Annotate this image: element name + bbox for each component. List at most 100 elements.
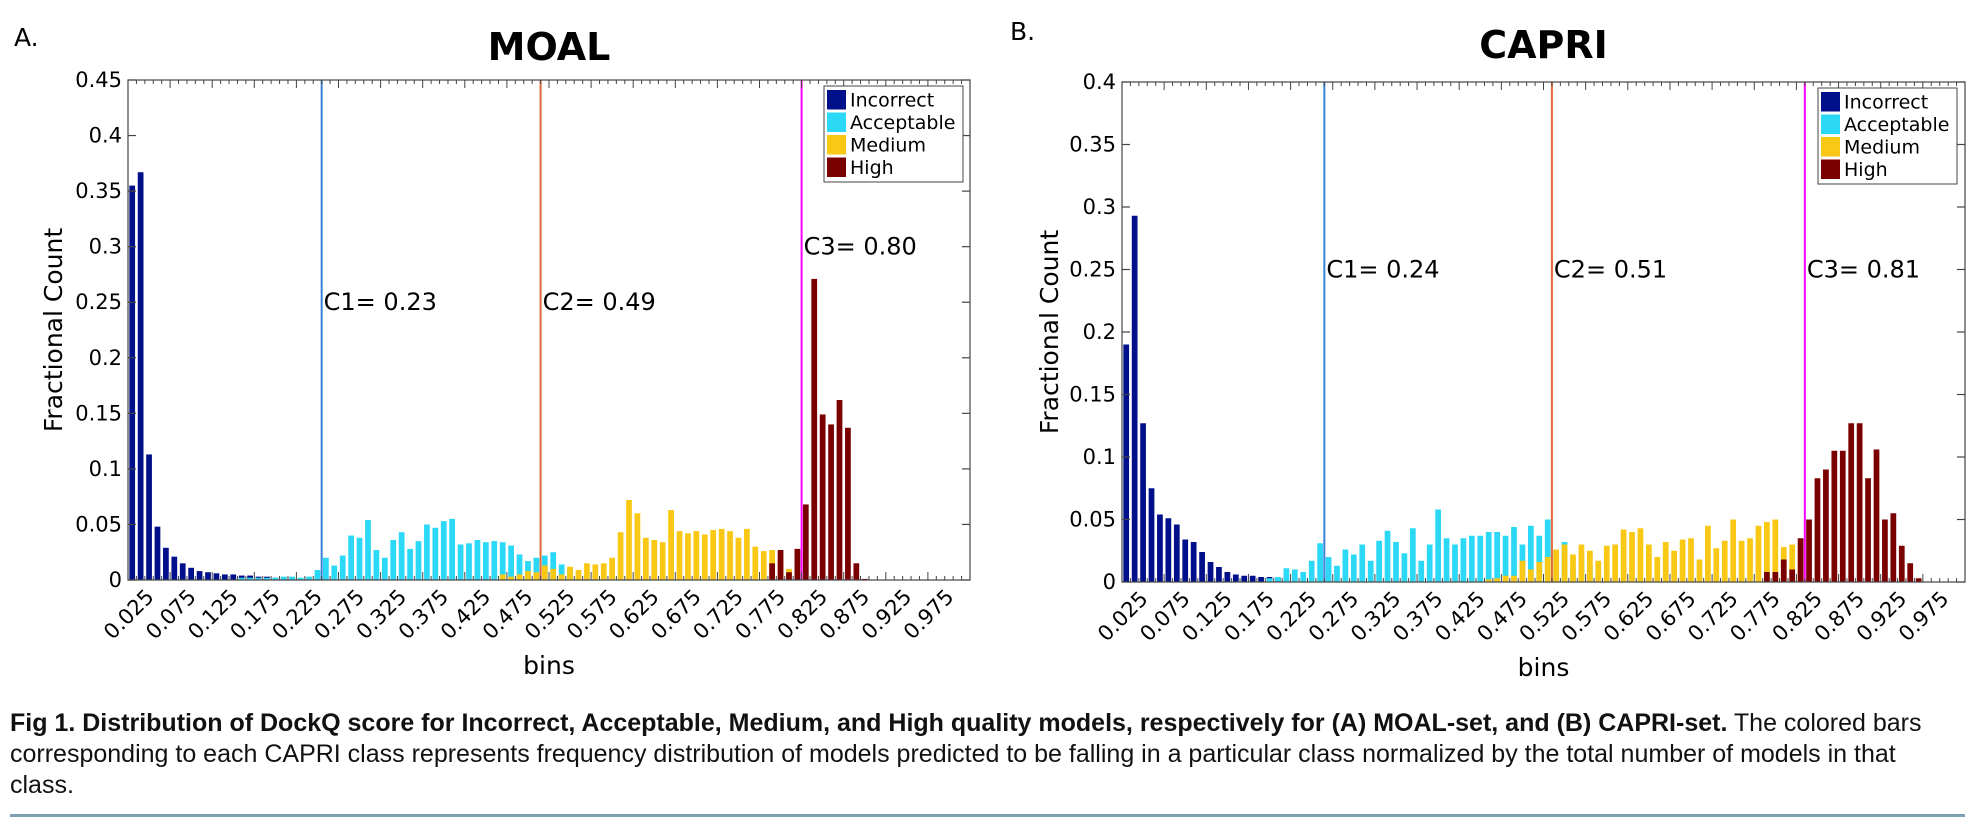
legend-box — [823, 85, 964, 183]
bar-acceptable — [297, 577, 304, 580]
legend-label-high: High — [1844, 159, 1888, 181]
bar-high — [1831, 450, 1838, 582]
y-tick-label: 0.35 — [1069, 133, 1116, 157]
bar-medium — [634, 513, 641, 580]
bar-incorrect — [1241, 575, 1248, 582]
bar-acceptable — [306, 576, 312, 580]
bar-medium — [668, 510, 674, 580]
bar-medium — [1629, 532, 1635, 582]
bar-medium — [1612, 544, 1619, 582]
bar-medium — [592, 564, 599, 580]
bar-acceptable — [407, 548, 413, 580]
bar-incorrect — [179, 563, 186, 580]
bar-acceptable — [323, 557, 329, 580]
bar-incorrect — [221, 574, 228, 580]
bar-medium — [1747, 538, 1753, 582]
threshold-label-c2: C2= 0.49 — [543, 288, 656, 316]
bar-medium — [626, 500, 632, 580]
figure-canvas: A. MOAL C1= 0.23 C2= 0.49 C3= 0.80 0 0.05 0.1 0.… — [14, 17, 1966, 682]
y-tick-label: 0.05 — [75, 512, 122, 536]
bar-high — [1839, 450, 1846, 582]
bar-incorrect — [1140, 423, 1146, 582]
bar-acceptable — [247, 577, 253, 580]
y-tick-label: 0.4 — [89, 124, 122, 148]
bar-medium — [1603, 545, 1610, 582]
bar-acceptable — [398, 532, 405, 580]
bar-acceptable — [449, 518, 456, 580]
bar-acceptable — [331, 565, 338, 580]
bar-medium — [1502, 575, 1509, 582]
bar-acceptable — [533, 557, 540, 580]
bar-medium — [1553, 549, 1560, 582]
bar-incorrect — [1173, 524, 1180, 582]
legend-box — [1817, 87, 1958, 185]
bar-incorrect — [1165, 518, 1172, 582]
bar-incorrect — [1157, 514, 1163, 582]
y-tick-label: 0.25 — [1069, 258, 1116, 282]
legend-label-acceptable: Acceptable — [850, 112, 955, 134]
chart-panel-a: A. MOAL C1= 0.23 C2= 0.49 C3= 0.80 0 0.05 0.1 0.… — [14, 23, 971, 680]
bar-medium — [1789, 544, 1796, 582]
y-tick-label: 0.45 — [75, 68, 122, 92]
bar-high — [1890, 513, 1897, 582]
bar-high — [1772, 572, 1779, 582]
bar-acceptable — [525, 561, 531, 580]
bar-acceptable — [550, 552, 557, 580]
legend-label-incorrect: Incorrect — [1844, 92, 1928, 114]
bar-acceptable — [1460, 538, 1467, 582]
bar-incorrect — [205, 572, 211, 580]
bar-acceptable — [264, 577, 270, 580]
bar-high — [1797, 538, 1804, 582]
bar-acceptable — [1300, 572, 1307, 582]
caption-text: The colored bars corresponding to each C… — [10, 709, 1922, 799]
bar-medium — [727, 531, 733, 580]
bar-incorrect — [1258, 577, 1264, 582]
legend-label-high: High — [850, 157, 894, 179]
bar-high — [1856, 423, 1863, 582]
bar-medium — [617, 532, 624, 580]
bar-medium — [1755, 525, 1762, 582]
bar-high — [811, 278, 818, 580]
bar-acceptable — [1511, 527, 1517, 582]
bar-acceptable — [365, 520, 371, 580]
bar-acceptable — [1283, 568, 1290, 582]
bar-incorrect — [230, 574, 237, 580]
bar-incorrect — [1131, 215, 1138, 582]
bar-acceptable — [1477, 535, 1484, 582]
bar-medium — [1527, 569, 1534, 582]
bar-acceptable — [1342, 549, 1349, 582]
bar-high — [794, 548, 801, 580]
bar-medium — [1654, 557, 1661, 582]
bar-acceptable — [348, 535, 354, 580]
bar-acceptable — [1376, 540, 1382, 582]
threshold-label-c1: C1= 0.23 — [324, 288, 437, 316]
y-tick-label: 0.15 — [75, 401, 122, 425]
y-tick-label: 0.15 — [1069, 383, 1116, 407]
threshold-label-c3: C3= 0.80 — [804, 233, 917, 261]
bar-medium — [550, 568, 557, 580]
bar-acceptable — [1275, 577, 1281, 582]
bar-acceptable — [289, 576, 296, 580]
bar-acceptable — [499, 542, 506, 580]
bar-medium — [1536, 562, 1543, 582]
bar-acceptable — [1494, 532, 1500, 582]
bar-medium — [508, 576, 514, 580]
bar-medium — [600, 563, 607, 580]
bar-medium — [1544, 557, 1551, 582]
bar-acceptable — [508, 545, 514, 580]
y-tick-label: 0.3 — [1083, 195, 1116, 219]
bar-high — [828, 424, 834, 580]
bar-acceptable — [1544, 519, 1551, 582]
bar-acceptable — [1325, 557, 1332, 582]
bar-medium — [1688, 538, 1694, 582]
legend-swatch-incorrect — [1821, 92, 1840, 112]
bar-acceptable — [440, 521, 447, 580]
legend-swatch-acceptable — [1821, 114, 1840, 134]
bar-medium — [735, 537, 742, 580]
bar-incorrect — [1207, 562, 1214, 582]
bar-medium — [1637, 528, 1644, 582]
chart-title: CAPRI — [1479, 23, 1608, 67]
bar-high — [1865, 478, 1871, 582]
bar-high — [1823, 469, 1829, 582]
bar-acceptable — [280, 576, 287, 580]
